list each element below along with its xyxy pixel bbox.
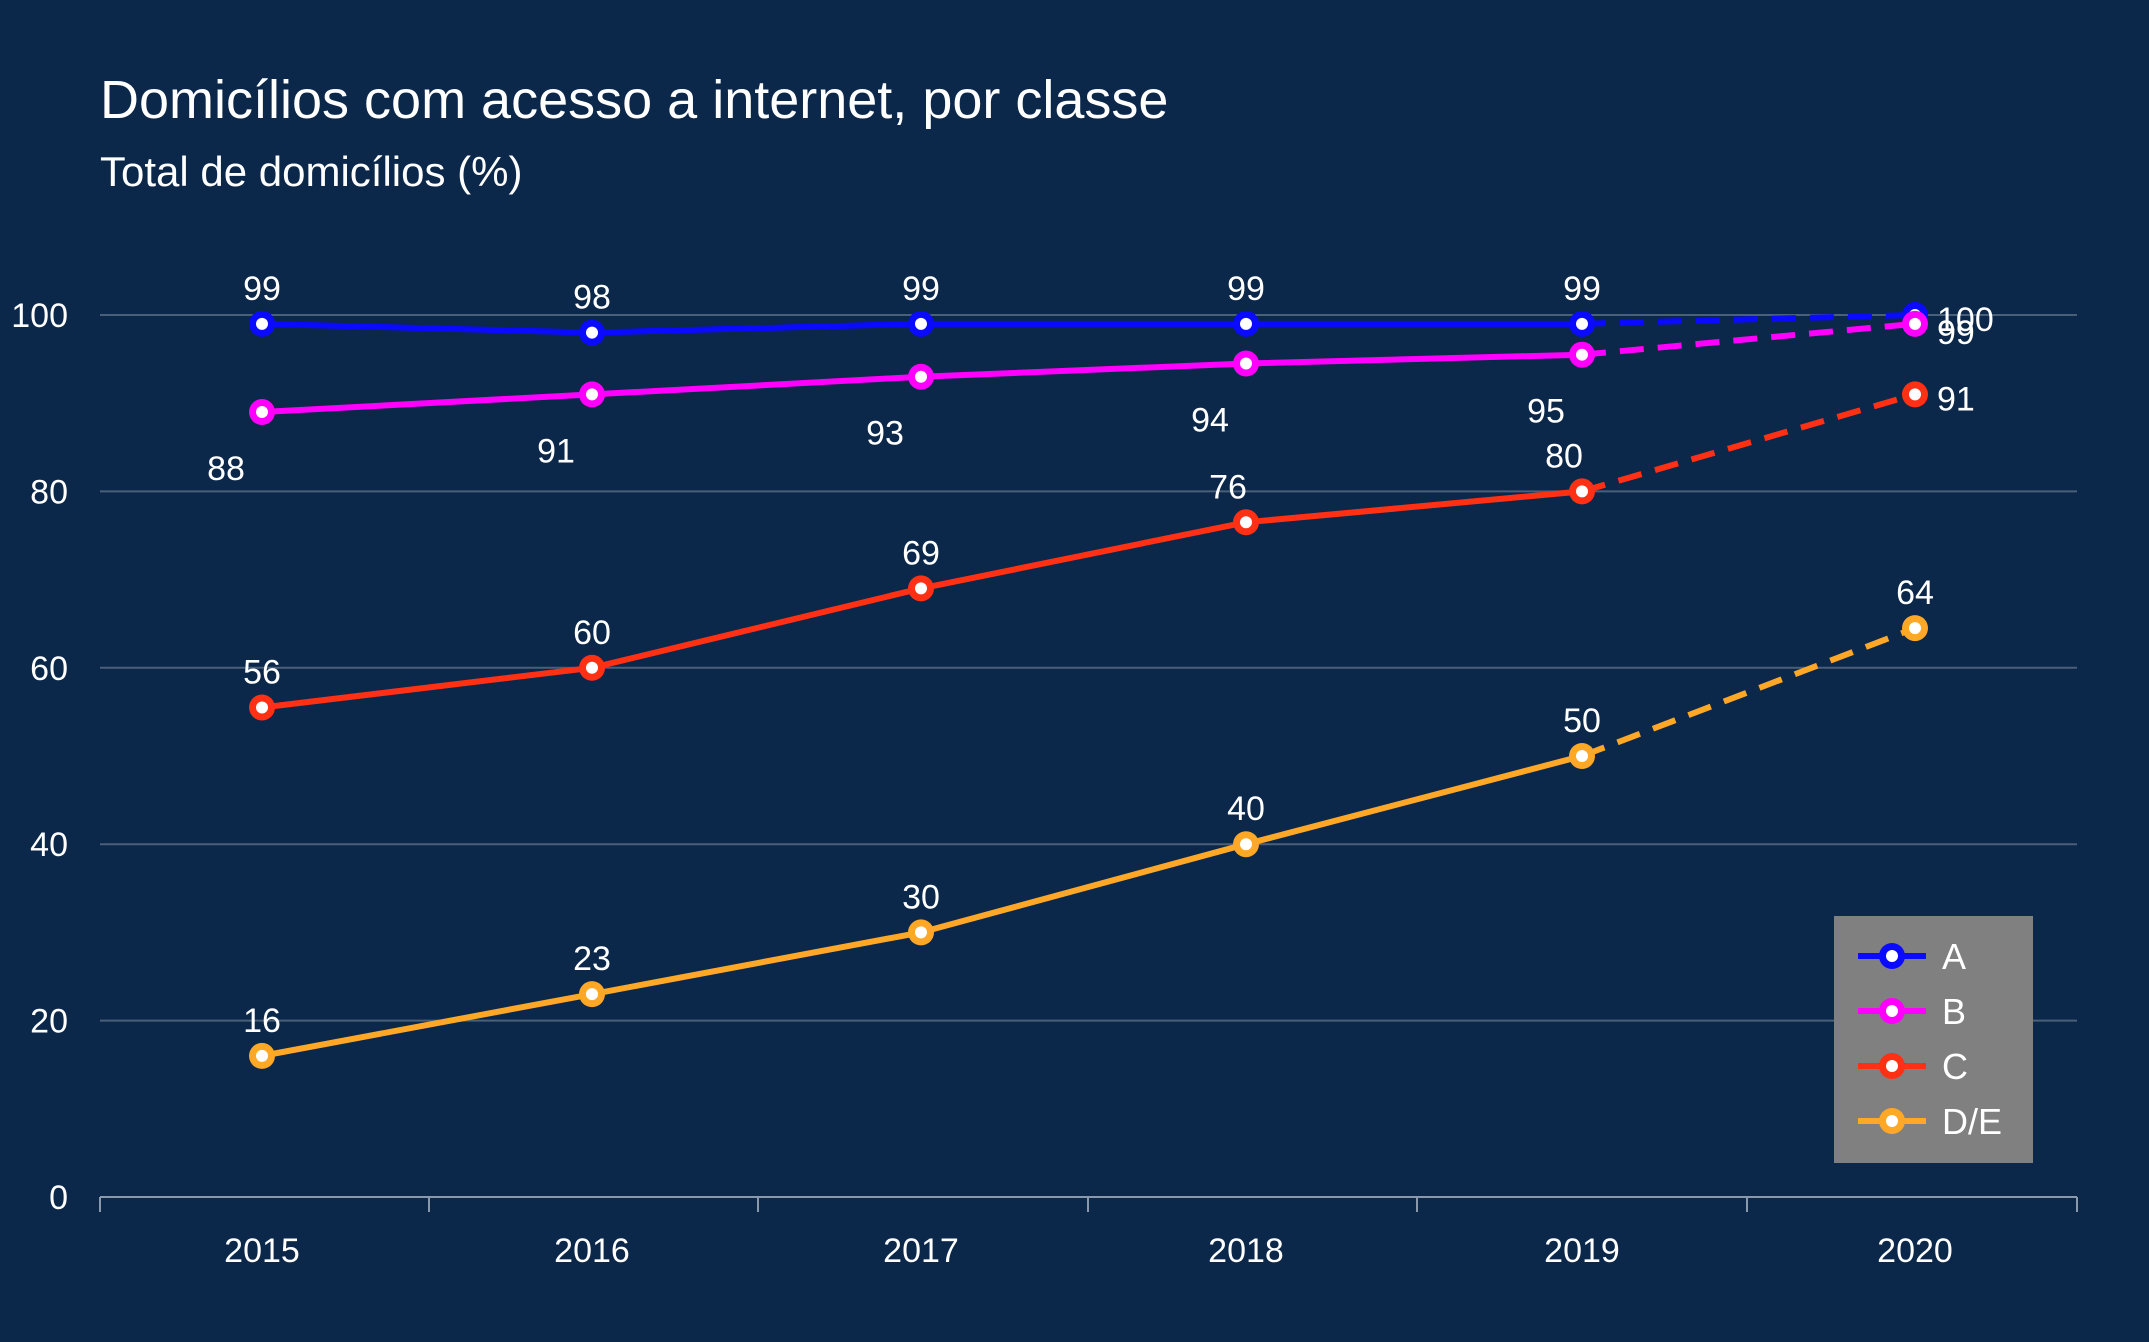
data-point-center	[256, 701, 268, 714]
x-tick-label: 2018	[1208, 1232, 1284, 1270]
data-label: 40	[1227, 790, 1265, 828]
legend: ABC D/E	[1834, 916, 2033, 1163]
data-point-center	[1240, 516, 1252, 529]
data-label: 64	[1896, 574, 1934, 612]
data-label: 93	[866, 415, 904, 453]
data-point-center	[915, 370, 927, 383]
x-tick-label: 2019	[1544, 1232, 1620, 1270]
y-tick-label: 0	[49, 1179, 68, 1217]
data-point-center	[256, 317, 268, 330]
data-point-center	[256, 406, 268, 419]
data-label: 99	[1227, 270, 1265, 308]
data-point-center	[1576, 348, 1588, 361]
data-label: 50	[1563, 702, 1601, 740]
data-point-center	[915, 926, 927, 939]
legend-swatch-center	[1886, 1115, 1898, 1127]
data-point-center	[1240, 357, 1252, 370]
data-point-center	[256, 1049, 268, 1062]
data-point-center	[586, 326, 598, 339]
data-label: 60	[573, 614, 611, 652]
data-label: 99	[1937, 314, 1975, 352]
data-label: 69	[902, 534, 940, 572]
data-point-center	[1909, 317, 1921, 330]
data-label: 23	[573, 940, 611, 978]
axes: 0 20 40 60 80 100 2015 2016 2017 2018 2019 2020	[11, 297, 2078, 1270]
data-label: 91	[537, 432, 575, 470]
x-tick-label: 2015	[224, 1232, 300, 1270]
data-point-center	[1576, 317, 1588, 330]
legend-label: D/E	[1942, 1101, 2002, 1142]
data-label: 30	[902, 878, 940, 916]
data-label: 56	[243, 653, 281, 691]
y-tick-label: 60	[30, 650, 68, 688]
series-line-projection-D/E	[1580, 625, 1917, 759]
x-tick-label: 2017	[883, 1232, 959, 1270]
legend-label: B	[1942, 991, 1966, 1032]
legend-swatch-center	[1886, 1060, 1898, 1072]
series-line-projection-A	[1581, 312, 1916, 327]
series-lines	[249, 302, 1928, 1069]
data-point-center	[915, 317, 927, 330]
data-point-center	[586, 988, 598, 1001]
data-point-center	[586, 388, 598, 401]
y-tick-label: 40	[30, 826, 68, 864]
legend-swatch-center	[1886, 950, 1898, 962]
data-label: 88	[207, 450, 245, 488]
data-label: 100	[1937, 301, 1994, 339]
data-point-center	[1576, 750, 1588, 762]
chart-subtitle: Total de domicílios (%)	[100, 148, 522, 195]
data-point-center	[915, 582, 927, 595]
grid-lines	[100, 314, 2077, 1022]
data-point-center	[1576, 485, 1588, 498]
data-label: 98	[573, 279, 611, 317]
data-point-center	[1909, 388, 1921, 401]
legend-label: A	[1942, 936, 1966, 977]
data-label: 94	[1191, 402, 1229, 440]
data-label: 91	[1937, 380, 1975, 418]
data-label: 80	[1545, 437, 1583, 475]
data-label: 99	[243, 270, 281, 308]
y-tick-label: 80	[30, 473, 68, 511]
x-tick-label: 2016	[554, 1232, 630, 1270]
legend-swatch-center	[1886, 1005, 1898, 1017]
legend-label: C	[1942, 1046, 1968, 1087]
y-tick-label: 20	[30, 1003, 68, 1041]
data-label: 16	[243, 1002, 281, 1040]
x-tick-label: 2020	[1877, 1232, 1953, 1270]
chart-title: Domicílios com acesso a internet, por cl…	[100, 70, 1168, 130]
data-point-center	[1909, 622, 1921, 635]
series-line-projection-B	[1581, 320, 1916, 358]
data-point-center	[1240, 317, 1252, 330]
y-tick-label: 100	[11, 297, 68, 335]
data-point-center	[586, 661, 598, 674]
data-label: 95	[1527, 393, 1565, 431]
data-point-center	[1240, 838, 1252, 851]
data-label: 99	[902, 270, 940, 308]
series-line-projection-C	[1581, 391, 1916, 495]
data-label: 99	[1563, 270, 1601, 308]
data-label: 76	[1209, 468, 1247, 506]
